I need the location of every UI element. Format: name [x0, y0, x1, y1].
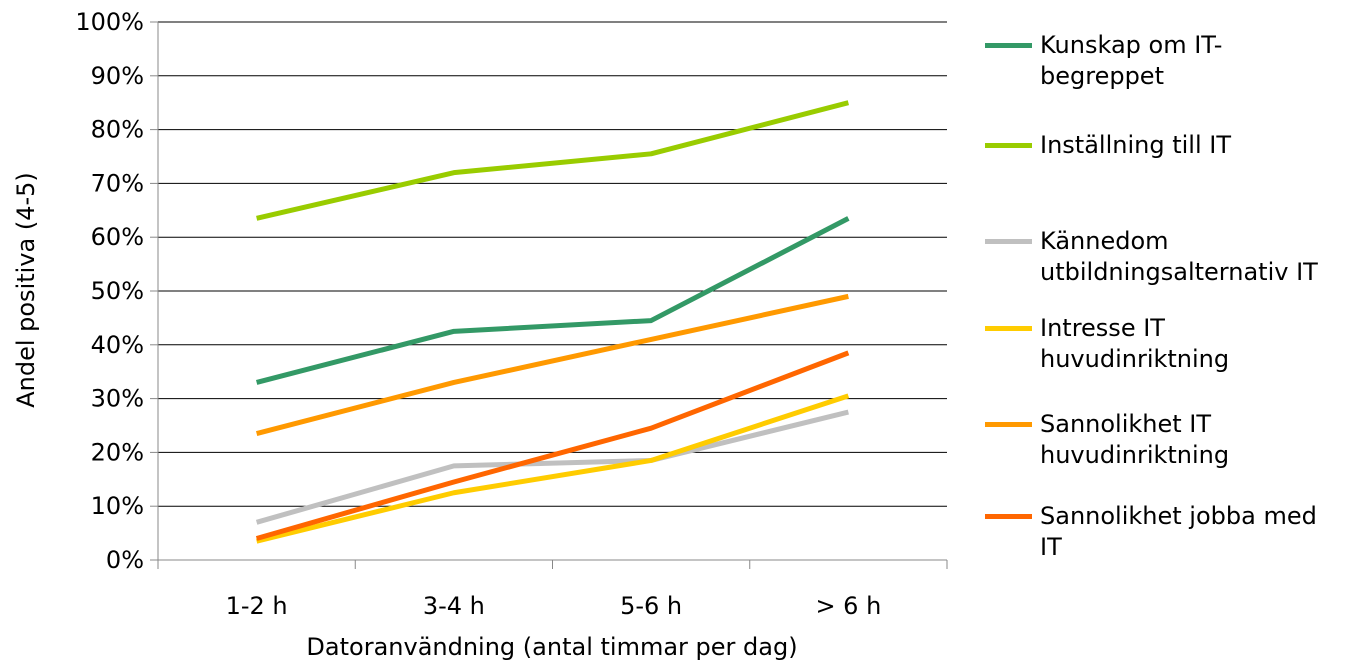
x-tick-label: 5-6 h — [620, 592, 682, 620]
y-tick-label: 0% — [106, 546, 144, 574]
x-tick-label: 3-4 h — [423, 592, 485, 620]
line-chart: 0% 10% 20% 30% 40% 50% 60% 70% 80% 90% 100% 1-2 h 3-… — [12, 8, 948, 661]
series-line-1 — [255, 216, 850, 385]
y-tick-label: 30% — [91, 385, 144, 413]
y-tick-label: 40% — [91, 331, 144, 359]
legend-label: Intresse IT huvudinriktning — [1040, 314, 1230, 373]
y-tick-label: 50% — [91, 277, 144, 305]
legend-label: Kunskap om IT- begreppet — [1040, 31, 1223, 90]
x-tick-label: 1-2 h — [226, 592, 288, 620]
x-tick-label: > 6 h — [815, 592, 881, 620]
legend-swatch — [985, 422, 1032, 427]
y-tick-label: 80% — [91, 116, 144, 144]
legend-swatch — [985, 514, 1032, 519]
series-line-4 — [256, 393, 850, 544]
legend-label: Kännedom utbildningsalternativ IT — [1040, 227, 1318, 286]
y-tick-label: 60% — [91, 223, 144, 251]
y-tick-label: 90% — [91, 62, 144, 90]
legend-label: Sannolikhet jobba med IT — [1040, 502, 1317, 561]
legend-label: Inställning till IT — [1040, 131, 1231, 159]
legend-swatch — [985, 326, 1032, 331]
series-line-5 — [255, 293, 849, 436]
y-axis-title: Andel positiva (4-5) — [12, 172, 40, 408]
axes — [150, 21, 948, 569]
legend-swatch — [985, 43, 1032, 48]
y-tick-label: 20% — [91, 438, 144, 466]
y-tick-label: 70% — [91, 169, 144, 197]
y-tick-label: 10% — [91, 492, 144, 520]
legend-swatch — [985, 143, 1032, 148]
tick-labels: 0% 10% 20% 30% 40% 50% 60% 70% 80% 90% 100% 1-2 h 3-… — [75, 8, 881, 620]
series-line-6 — [255, 350, 850, 541]
legend-label: Sannolikhet IT huvudinriktning — [1040, 410, 1230, 469]
series-lines — [255, 100, 850, 544]
legend-swatch — [985, 239, 1032, 244]
series-line-3 — [255, 409, 849, 525]
series-line-2 — [256, 100, 850, 221]
y-tick-label: 100% — [75, 8, 144, 36]
gridlines — [158, 21, 947, 507]
x-axis-title: Datoranvändning (antal timmar per dag) — [306, 633, 797, 661]
